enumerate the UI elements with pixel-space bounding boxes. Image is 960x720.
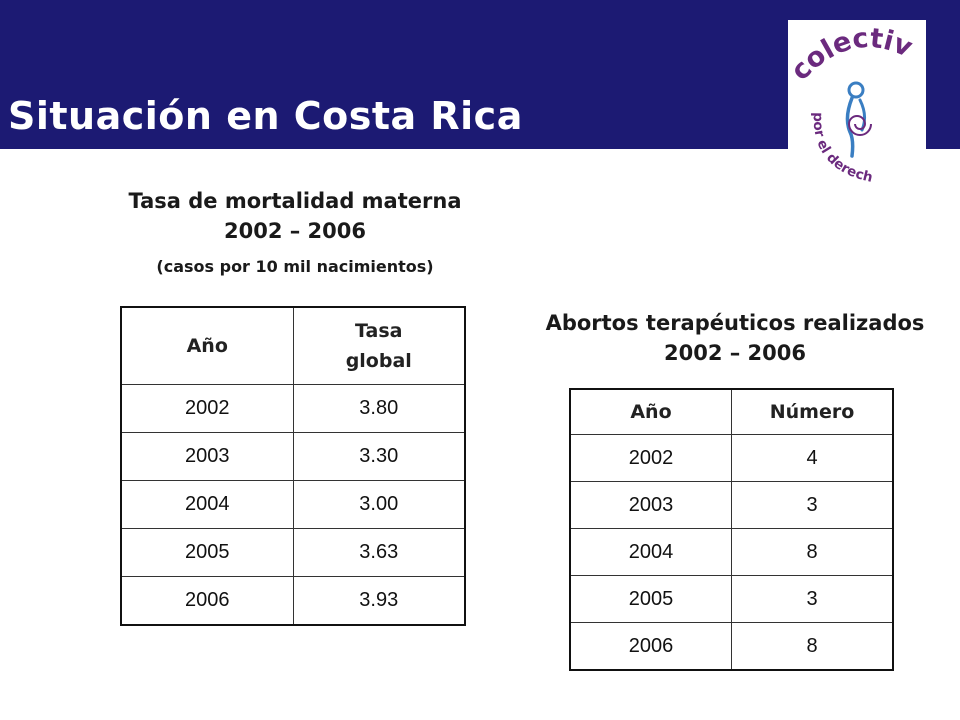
logo-graphic: colectiva por el derecho a decidir (788, 20, 917, 186)
table-row: 2003 3 (569, 481, 894, 529)
table-header-row: Año Tasa global (120, 306, 466, 385)
year-cell: 2006 (569, 622, 732, 671)
column-header-rate: Tasa global (292, 306, 466, 385)
year-cell: 2003 (120, 432, 294, 481)
logo: colectiva por el derecho a decidir (788, 20, 926, 198)
logo-text-top: colectiva (788, 20, 917, 87)
abortions-period: 2002 – 2006 (663, 341, 807, 365)
table-header-row: Año Número (569, 388, 894, 435)
table-row: 2002 4 (569, 434, 894, 482)
number-cell: 8 (731, 528, 894, 576)
mortality-table: Año Tasa global 2002 3.80 2003 3.30 2004… (120, 306, 466, 626)
rate-cell: 3.80 (292, 384, 466, 433)
rate-cell: 3.30 (292, 432, 466, 481)
column-header-rate-label: Tasa global (345, 320, 412, 372)
column-header-number: Número (731, 388, 894, 435)
year-cell: 2002 (569, 434, 732, 482)
table-row: 2005 3.63 (120, 528, 466, 577)
number-cell: 4 (731, 434, 894, 482)
table-row: 2006 8 (569, 622, 894, 671)
year-cell: 2004 (569, 528, 732, 576)
column-header-year: Año (569, 388, 732, 435)
mortality-note: (casos por 10 mil nacimientos) (156, 257, 434, 276)
year-cell: 2005 (569, 575, 732, 623)
year-cell: 2006 (120, 576, 294, 626)
rate-cell: 3.63 (292, 528, 466, 577)
mortality-title: Tasa de mortalidad materna (128, 189, 462, 213)
year-cell: 2003 (569, 481, 732, 529)
mortality-period: 2002 – 2006 (223, 219, 367, 243)
table-row: 2004 3.00 (120, 480, 466, 529)
table-row: 2005 3 (569, 575, 894, 623)
column-header-year: Año (120, 306, 294, 385)
year-cell: 2004 (120, 480, 294, 529)
slide-title: Situación en Costa Rica (8, 94, 523, 138)
abortions-table: Año Número 2002 4 2003 3 2004 8 2005 3 2… (569, 388, 894, 671)
table-row: 2003 3.30 (120, 432, 466, 481)
abortions-title: Abortos terapéuticos realizados (545, 311, 925, 335)
table-row: 2002 3.80 (120, 384, 466, 433)
woman-figure-icon (845, 81, 872, 158)
rate-cell: 3.00 (292, 480, 466, 529)
table-row: 2006 3.93 (120, 576, 466, 626)
number-cell: 3 (731, 481, 894, 529)
rate-cell: 3.93 (292, 576, 466, 626)
abortions-heading: Abortos terapéuticos realizados 2002 – 2… (500, 308, 960, 368)
number-cell: 8 (731, 622, 894, 671)
number-cell: 3 (731, 575, 894, 623)
year-cell: 2002 (120, 384, 294, 433)
table-row: 2004 8 (569, 528, 894, 576)
mortality-heading: Tasa de mortalidad materna 2002 – 2006 (… (90, 186, 500, 282)
year-cell: 2005 (120, 528, 294, 577)
